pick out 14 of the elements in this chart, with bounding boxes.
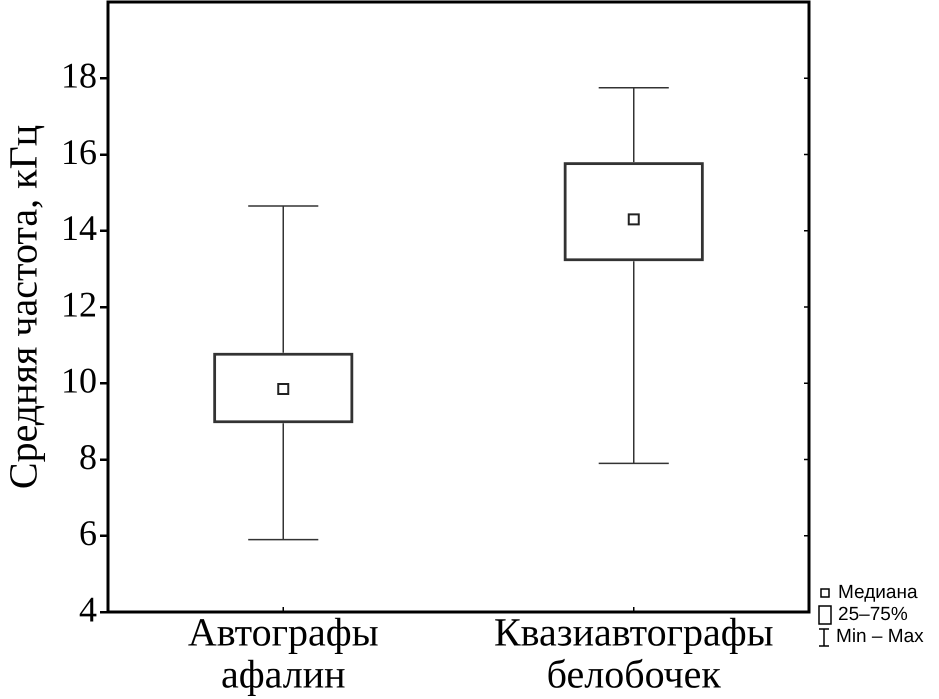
- y-tick-label: 18: [61, 56, 97, 96]
- text: 25–75%: [838, 604, 908, 626]
- y-tick-label: 16: [61, 132, 97, 172]
- y-tick-label: 12: [61, 284, 97, 324]
- y-tick-label: 4: [79, 589, 97, 630]
- y-tick-label: 8: [79, 436, 97, 477]
- text: Min – Max: [836, 626, 924, 648]
- x-tick-label: Автографы афалин: [188, 610, 379, 696]
- x-tick-label: Квазиавтографы белобочек: [494, 610, 774, 696]
- y-tick-label: 6: [79, 513, 97, 554]
- text: Медиана: [838, 582, 918, 604]
- y-tick-label: 14: [61, 208, 97, 248]
- y-tick-label: 10: [61, 360, 97, 401]
- y-axis-title: Средняя частота, кГц: [0, 124, 46, 490]
